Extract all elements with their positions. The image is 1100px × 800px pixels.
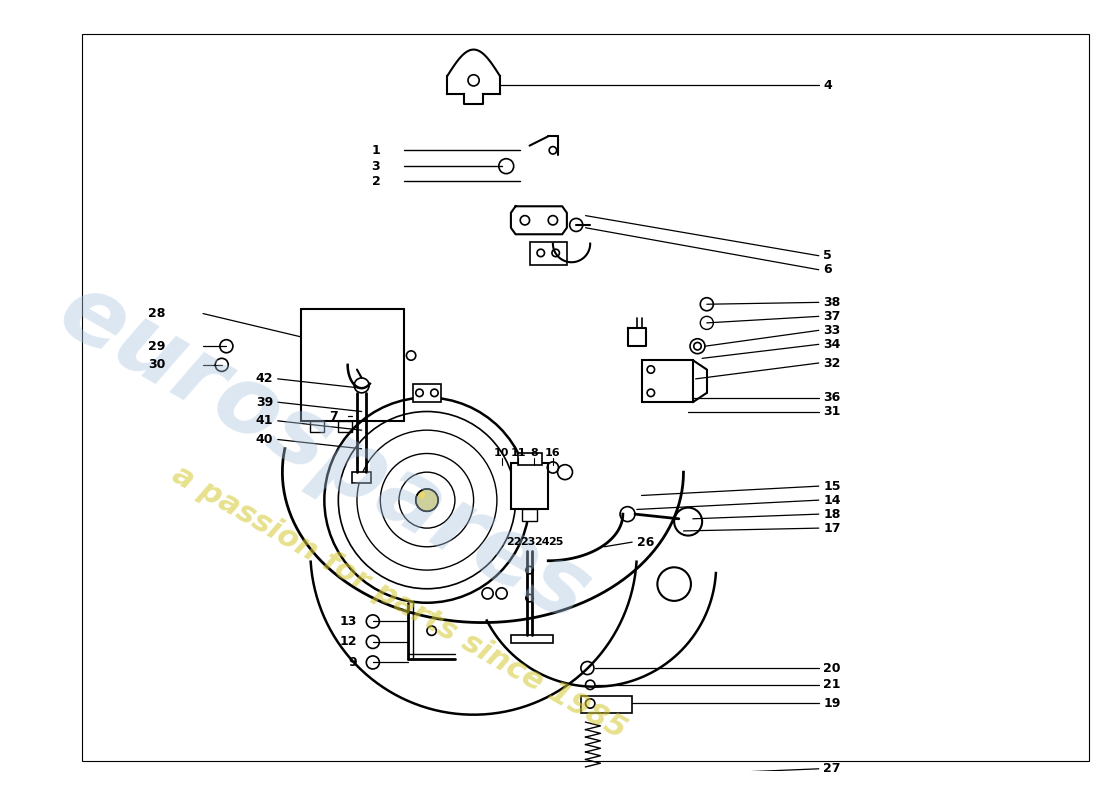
Text: 42: 42: [255, 372, 273, 386]
Text: 38: 38: [824, 296, 840, 309]
Text: 14: 14: [824, 494, 840, 506]
Text: 26: 26: [637, 536, 654, 549]
Text: 17: 17: [824, 522, 840, 534]
Text: 13: 13: [340, 615, 358, 628]
Circle shape: [416, 489, 438, 511]
Text: 2: 2: [372, 174, 381, 187]
Bar: [581, 696, 632, 713]
Bar: [510, 635, 553, 643]
Text: 16: 16: [546, 449, 561, 458]
Text: 8: 8: [530, 449, 538, 458]
Text: 25: 25: [548, 537, 563, 547]
Text: eurospares: eurospares: [43, 264, 606, 642]
Bar: [518, 454, 541, 465]
Text: 20: 20: [824, 662, 840, 674]
Text: 1: 1: [372, 144, 381, 157]
Bar: [641, 360, 693, 402]
Text: 18: 18: [824, 508, 840, 521]
Text: 40: 40: [255, 433, 273, 446]
Bar: [529, 242, 566, 265]
Text: 3: 3: [372, 160, 381, 173]
Text: 24: 24: [535, 537, 550, 547]
Bar: [352, 472, 371, 483]
Text: 36: 36: [824, 391, 840, 404]
Bar: [510, 463, 548, 510]
Text: 31: 31: [824, 405, 840, 418]
Text: 34: 34: [824, 338, 840, 351]
Text: 6: 6: [824, 263, 832, 276]
Text: 11: 11: [510, 449, 526, 458]
Text: 9: 9: [349, 656, 358, 669]
Text: 41: 41: [255, 414, 273, 427]
Text: 29: 29: [148, 340, 166, 353]
Text: 5: 5: [824, 250, 833, 262]
Bar: [339, 421, 352, 432]
Text: 21: 21: [824, 678, 840, 691]
Bar: [310, 421, 324, 432]
Text: 12: 12: [340, 635, 358, 649]
Text: 19: 19: [824, 697, 840, 710]
Text: 10: 10: [494, 449, 509, 458]
Text: 23: 23: [520, 537, 536, 547]
Text: 32: 32: [824, 357, 840, 370]
Text: 4: 4: [824, 78, 833, 91]
Text: 22: 22: [506, 537, 521, 547]
Text: 28: 28: [148, 307, 166, 320]
Text: 30: 30: [148, 358, 166, 371]
Bar: [522, 510, 537, 521]
Text: 37: 37: [824, 310, 840, 323]
Text: 39: 39: [256, 396, 273, 409]
Text: 15: 15: [824, 480, 840, 493]
Text: 7: 7: [330, 410, 339, 422]
Text: 27: 27: [824, 762, 840, 775]
Text: 33: 33: [824, 324, 840, 337]
Bar: [301, 309, 404, 421]
Text: a passion for parts since 1985: a passion for parts since 1985: [167, 460, 631, 745]
Bar: [412, 383, 441, 402]
